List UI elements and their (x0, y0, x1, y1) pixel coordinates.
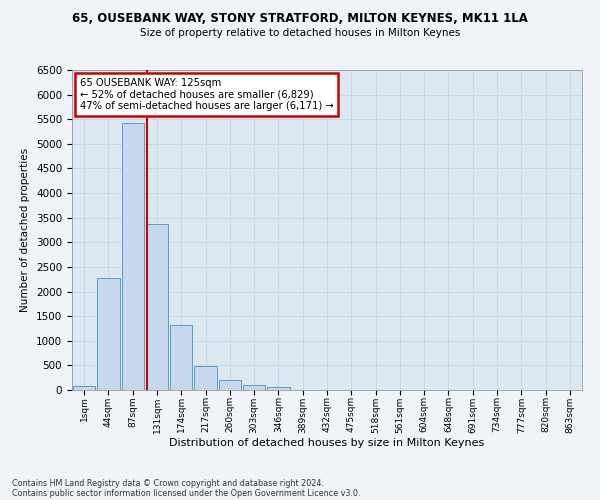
Bar (122, 123, 144, 390)
Y-axis label: Number of detached properties: Number of detached properties (20, 148, 31, 312)
Bar (97, 278, 119, 390)
Bar (170, 324, 193, 390)
Bar (218, 380, 241, 390)
Bar (243, 385, 265, 390)
Text: 65 OUSEBANK WAY: 125sqm
← 52% of detached houses are smaller (6,829)
47% of semi: 65 OUSEBANK WAY: 125sqm ← 52% of detache… (80, 78, 334, 111)
Text: Contains HM Land Registry data © Crown copyright and database right 2024.: Contains HM Land Registry data © Crown c… (12, 478, 324, 488)
X-axis label: Distribution of detached houses by size in Milton Keynes: Distribution of detached houses by size … (169, 438, 485, 448)
Text: Contains public sector information licensed under the Open Government Licence v3: Contains public sector information licen… (12, 488, 361, 498)
Text: 65, OUSEBANK WAY, STONY STRATFORD, MILTON KEYNES, MK11 1LA: 65, OUSEBANK WAY, STONY STRATFORD, MILTO… (72, 12, 528, 26)
Bar (194, 366, 217, 390)
Text: Size of property relative to detached houses in Milton Keynes: Size of property relative to detached ho… (140, 28, 460, 38)
Bar (73, 386, 95, 390)
Bar (267, 388, 290, 390)
Bar (146, 224, 168, 390)
